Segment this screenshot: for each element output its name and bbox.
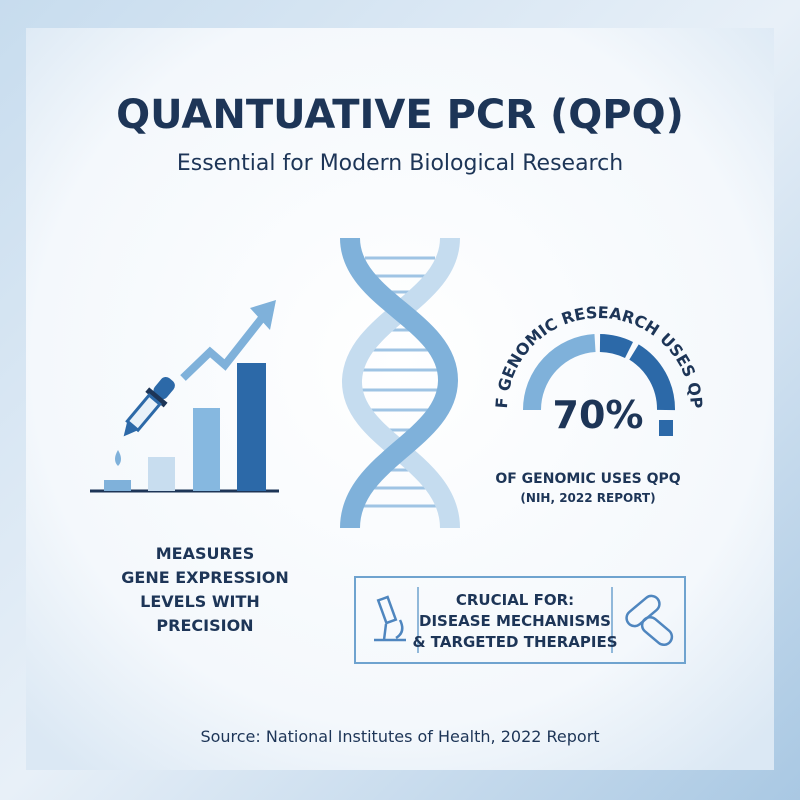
left-line: MEASURES: [156, 544, 255, 563]
microscope-icon: [374, 595, 406, 642]
growth-icon: [90, 300, 279, 493]
subtitle: Essential for Modern Biological Research: [177, 151, 623, 176]
left-line: LEVELS WITH: [140, 592, 260, 611]
callout-line: CRUCIAL FOR:: [456, 591, 574, 609]
source: Source: National Institutes of Health, 2…: [200, 727, 599, 746]
gauge-value: 70%: [553, 393, 644, 437]
gauge-caption: (NIH, 2022 REPORT): [520, 491, 655, 505]
left-line: GENE EXPRESSION: [121, 568, 288, 587]
callout-line: DISEASE MECHANISMS: [419, 612, 611, 630]
left-line: PRECISION: [156, 616, 253, 635]
gauge-caption: OF GENOMIC USES QPQ: [495, 471, 680, 487]
pill-icon: [625, 594, 674, 647]
callout-line: & TARGETED THERAPIES: [412, 633, 617, 651]
title: QUANTUATIVE PCR (QPQ): [116, 92, 684, 138]
callout: CRUCIAL FOR: DISEASE MECHANISMS & TARGET…: [354, 576, 686, 664]
left-text: MEASURES GENE EXPRESSION LEVELS WITH PRE…: [121, 544, 288, 635]
dna-icon: [340, 237, 460, 529]
